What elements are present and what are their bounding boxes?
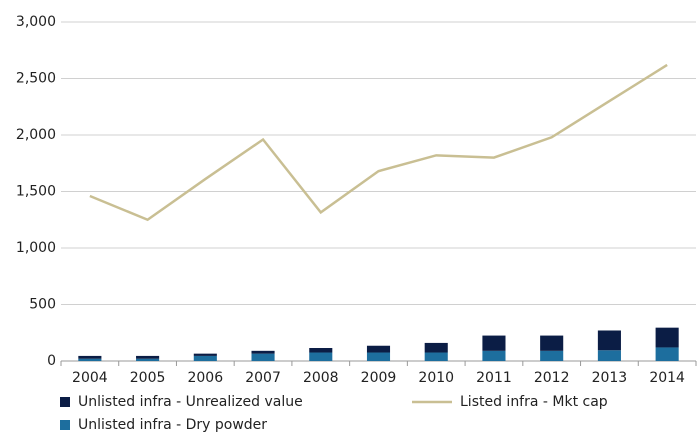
y-tick-label: 0 <box>47 353 56 369</box>
bar <box>424 352 448 361</box>
x-tick-label: 2012 <box>534 370 570 386</box>
bar <box>78 355 102 359</box>
y-tick-label: 3,000 <box>16 14 56 30</box>
x-tick-label: 2004 <box>72 370 108 386</box>
x-tick-label: 2011 <box>476 370 512 386</box>
bar <box>597 330 621 351</box>
x-tick-label: 2007 <box>245 370 281 386</box>
x-tick-label: 2010 <box>418 370 454 386</box>
bar <box>251 353 275 361</box>
line <box>89 63 668 222</box>
bar <box>482 350 506 361</box>
bar <box>193 353 217 356</box>
x-tick-label: 2006 <box>187 370 223 386</box>
bar <box>540 335 564 351</box>
bar <box>78 358 102 361</box>
bar <box>655 347 679 361</box>
x-tick-label: 2008 <box>303 370 339 386</box>
bar <box>482 335 506 351</box>
legend-swatch <box>60 397 70 407</box>
bar <box>597 350 621 361</box>
legend-swatch <box>60 420 70 430</box>
x-tick-label: 2014 <box>649 370 685 386</box>
y-tick-label: 1,500 <box>16 184 56 200</box>
y-tick-label: 2,000 <box>16 127 56 143</box>
bar <box>136 355 160 359</box>
x-tick-label: 2013 <box>592 370 628 386</box>
bar <box>655 327 679 348</box>
legend-label: Unlisted infra - Dry powder <box>78 417 267 433</box>
bar <box>424 342 448 353</box>
bar <box>309 352 333 361</box>
y-tick-label: 1,000 <box>16 240 56 256</box>
legend-label: Unlisted infra - Unrealized value <box>78 394 303 410</box>
bar <box>136 358 160 361</box>
y-tick-label: 500 <box>29 297 56 313</box>
legend-label: Listed infra - Mkt cap <box>460 394 608 410</box>
bar <box>251 350 275 354</box>
x-tick-label: 2005 <box>130 370 166 386</box>
bar <box>366 352 391 361</box>
x-tick-label: 2009 <box>361 370 397 386</box>
bar <box>193 355 217 361</box>
bar <box>540 350 564 361</box>
bar <box>309 348 333 353</box>
bar <box>366 345 391 353</box>
y-tick-label: 2,500 <box>16 71 56 87</box>
